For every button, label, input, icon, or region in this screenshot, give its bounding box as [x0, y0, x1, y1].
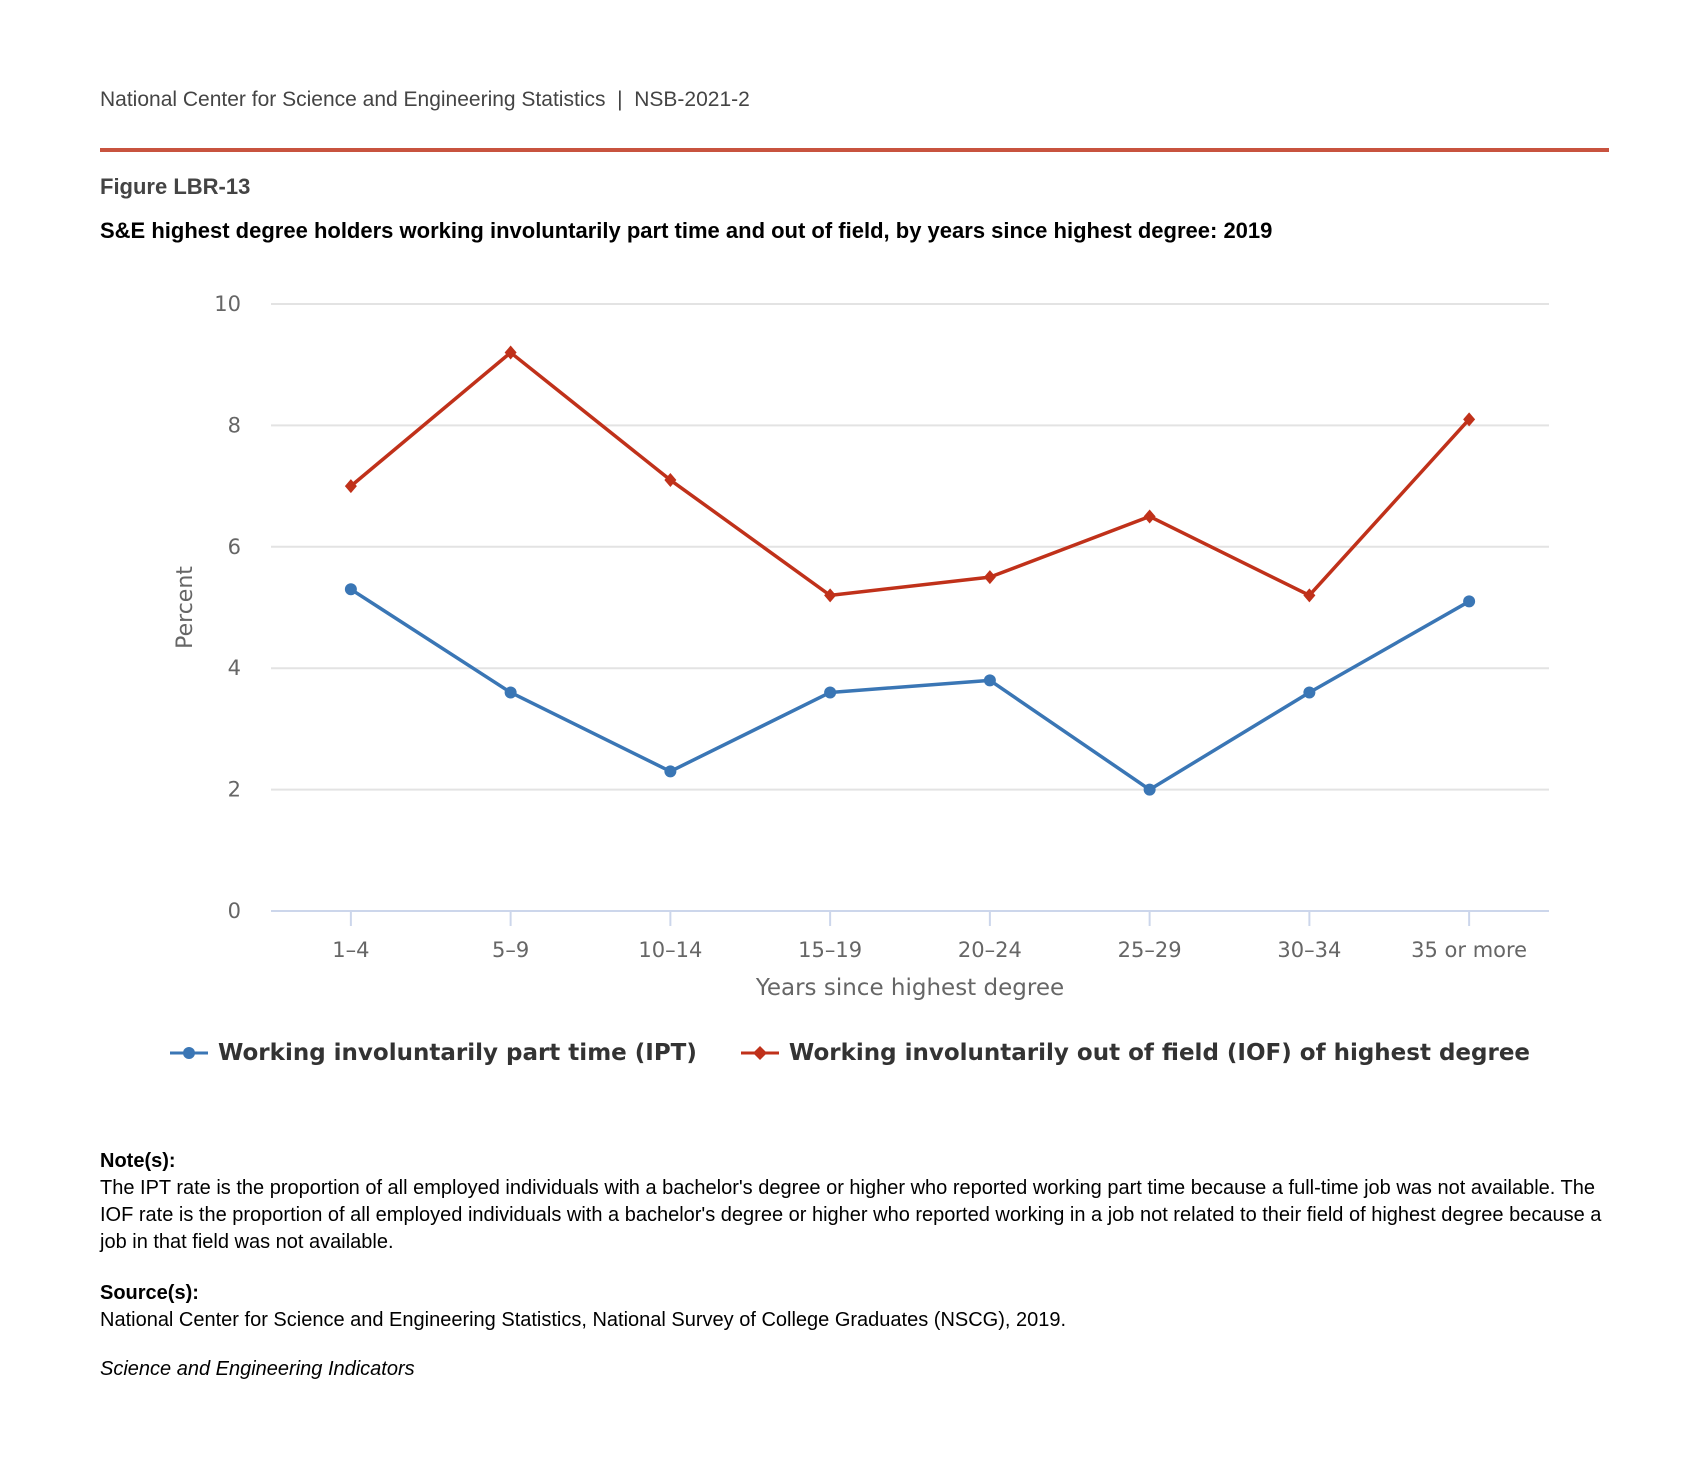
y-tick-label: 10 [214, 292, 241, 316]
legend-item-iof[interactable]: Working involuntarily out of field (IOF)… [740, 1040, 1531, 1066]
sources-label: Source(s): [100, 1282, 199, 1304]
chart-title: S&E highest degree holders working invol… [100, 218, 1273, 243]
sources-text: National Center for Science and Engineer… [100, 1309, 1067, 1331]
data-point [824, 588, 837, 603]
data-point [824, 686, 837, 699]
diamond-marker-icon [740, 1046, 779, 1060]
x-tick-label: 20–24 [958, 938, 1022, 962]
circle-marker-icon [169, 1047, 208, 1059]
x-tick-label: 30–34 [1277, 938, 1341, 962]
x-tick-label: 10–14 [638, 938, 702, 962]
data-point [1463, 412, 1476, 427]
notes: Note(s): The IPT rate is the proportion … [100, 1148, 1620, 1256]
x-tick-label: 1–4 [332, 938, 369, 962]
header-rule [100, 148, 1609, 152]
legend: Working involuntarily part time (IPT) Wo… [0, 1040, 1700, 1066]
data-point [664, 765, 677, 778]
series-line-ipt [349, 587, 1470, 792]
notes-label: Note(s): [100, 1150, 176, 1172]
data-point [1303, 588, 1316, 603]
x-tick-label: 15–19 [798, 938, 862, 962]
y-tick-label: 2 [228, 778, 241, 802]
data-point [983, 674, 996, 687]
header-source: National Center for Science and Engineer… [100, 88, 750, 111]
data-point [344, 479, 357, 494]
legend-label: Working involuntarily out of field (IOF)… [788, 1040, 1531, 1066]
data-point [504, 345, 517, 360]
data-point [1463, 595, 1476, 608]
y-tick-label: 6 [228, 535, 241, 559]
line-chart: 0 2 4 6 8 10 1–4 5–9 10–14 15–19 20–24 25–29 30–34 35… [173, 292, 1549, 1001]
data-point [1303, 686, 1316, 699]
x-tick-label: 25–29 [1118, 938, 1182, 962]
legend-label: Working involuntarily part time (IPT) [217, 1040, 697, 1066]
data-point [664, 473, 677, 488]
figure-number: Figure LBR-13 [100, 174, 251, 199]
y-axis-title: Percent [173, 566, 198, 649]
data-point [1143, 509, 1156, 524]
y-tick-label: 8 [228, 413, 241, 437]
data-point [983, 570, 996, 585]
y-tick-label: 4 [228, 656, 241, 680]
x-tick-label: 5–9 [492, 938, 529, 962]
x-axis-title: Years since highest degree [755, 975, 1064, 1001]
publication-name: Science and Engineering Indicators [100, 1358, 415, 1380]
data-point [344, 583, 357, 596]
x-tick-label: 35 or more [1411, 938, 1527, 962]
series-line-iof [349, 350, 1471, 598]
data-point [1143, 783, 1156, 796]
y-tick-label: 0 [228, 899, 241, 923]
notes-text: The IPT rate is the proportion of all em… [100, 1177, 1602, 1253]
legend-item-ipt[interactable]: Working involuntarily part time (IPT) [169, 1040, 697, 1066]
sources: Source(s): National Center for Science a… [100, 1280, 1620, 1334]
data-point [504, 686, 517, 699]
